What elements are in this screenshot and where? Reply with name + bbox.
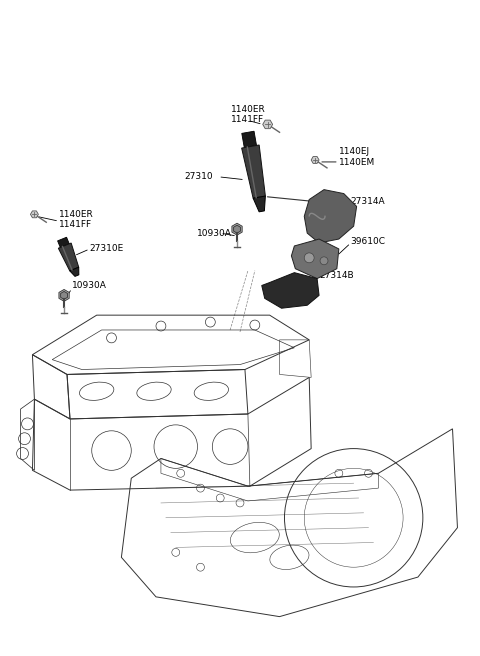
Text: 10930A: 10930A	[196, 228, 231, 237]
Polygon shape	[60, 291, 68, 299]
Polygon shape	[30, 211, 38, 218]
Circle shape	[320, 257, 328, 265]
Text: 10930A: 10930A	[72, 281, 107, 290]
Circle shape	[304, 253, 314, 263]
Polygon shape	[59, 243, 79, 271]
Text: 1140ER
1141FF: 1140ER 1141FF	[59, 209, 94, 229]
Polygon shape	[304, 190, 357, 243]
Polygon shape	[311, 157, 319, 163]
Polygon shape	[263, 120, 273, 129]
Polygon shape	[58, 237, 69, 247]
Polygon shape	[242, 131, 256, 148]
Text: 39610C: 39610C	[351, 237, 386, 245]
Text: 1140ER
1141FF: 1140ER 1141FF	[230, 105, 265, 124]
Polygon shape	[253, 196, 265, 212]
Polygon shape	[70, 267, 79, 276]
Polygon shape	[59, 289, 69, 301]
Polygon shape	[262, 273, 319, 308]
Polygon shape	[291, 239, 339, 279]
Text: 27310: 27310	[185, 173, 213, 181]
Polygon shape	[232, 223, 242, 235]
Text: 27314B: 27314B	[319, 271, 354, 280]
Text: 27310E: 27310E	[90, 245, 124, 253]
Text: 1140EJ
1140EM: 1140EJ 1140EM	[339, 148, 375, 167]
Text: 27314A: 27314A	[351, 197, 385, 206]
Polygon shape	[234, 225, 240, 233]
Polygon shape	[241, 145, 265, 198]
